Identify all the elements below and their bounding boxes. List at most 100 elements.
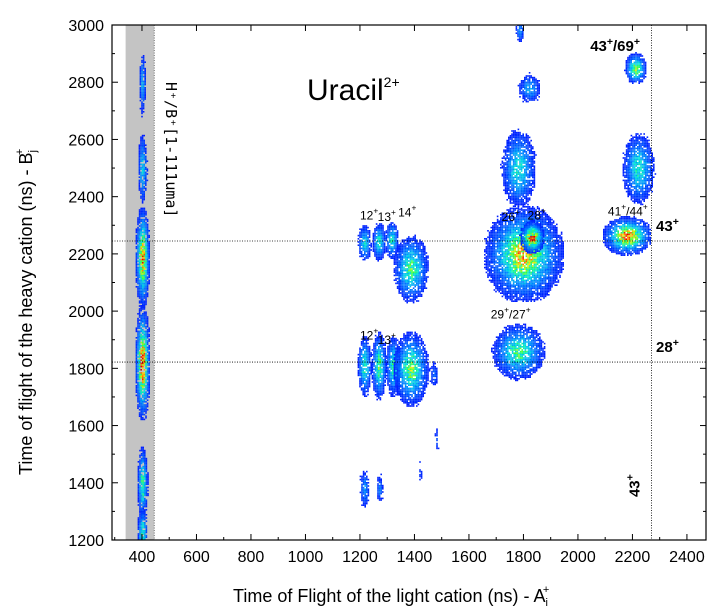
heat-pixel <box>503 294 505 296</box>
heat-pixel <box>403 290 405 293</box>
heat-pixel <box>420 289 423 291</box>
heat-pixel <box>504 270 507 272</box>
heat-pixel <box>146 173 149 175</box>
heat-pixel <box>138 152 141 154</box>
heat-pixel <box>378 355 380 358</box>
heat-pixel <box>148 369 150 371</box>
heat-pixel <box>365 385 368 388</box>
heat-pixel <box>487 249 489 251</box>
heat-pixel <box>496 271 499 274</box>
heat-pixel <box>135 260 138 262</box>
heat-pixel <box>141 107 143 110</box>
heat-pixel <box>371 374 374 377</box>
heat-pixel <box>400 389 402 391</box>
heat-pixel <box>419 274 421 277</box>
heat-pixel <box>145 531 148 534</box>
heat-pixel <box>376 357 378 359</box>
heat-pixel <box>419 355 421 358</box>
heat-pixel <box>362 236 364 238</box>
heat-pixel <box>422 381 424 383</box>
heat-pixel <box>145 300 147 302</box>
heat-pixel <box>359 239 361 242</box>
heat-pixel <box>384 349 386 351</box>
heat-pixel <box>367 337 369 340</box>
heat-pixel <box>145 250 147 253</box>
heat-pixel <box>379 389 382 391</box>
heat-pixel <box>416 260 418 262</box>
heat-pixel <box>137 289 139 291</box>
heat-pixel <box>420 373 423 375</box>
heat-pixel <box>146 321 149 323</box>
heat-pixel <box>377 224 379 227</box>
heat-pixel <box>378 370 380 372</box>
heat-pixel <box>427 374 429 377</box>
heat-pixel <box>381 338 383 340</box>
heat-pixel <box>140 377 142 379</box>
heat-pixel <box>422 347 424 350</box>
heat-pixel <box>357 358 360 361</box>
heat-pixel <box>488 244 491 246</box>
heat-pixel <box>419 239 421 241</box>
heat-pixel <box>500 238 502 240</box>
heat-pixel <box>143 231 146 234</box>
heat-pixel <box>417 295 420 297</box>
heat-pixel <box>139 507 141 509</box>
heat-pixel <box>401 269 404 272</box>
heat-pixel <box>145 295 147 298</box>
heat-pixel <box>141 170 144 172</box>
heat-pixel <box>140 176 142 178</box>
heat-pixel <box>365 365 368 367</box>
heat-pixel <box>506 238 508 240</box>
heat-pixel <box>381 376 383 378</box>
heat-pixel <box>511 222 513 224</box>
heat-pixel <box>374 355 377 358</box>
heat-pixel <box>503 271 505 274</box>
heat-pixel <box>142 314 144 317</box>
heat-pixel <box>377 260 379 262</box>
heat-pixel <box>409 268 412 270</box>
heat-pixel <box>395 249 397 251</box>
heat-pixel <box>145 313 147 315</box>
heat-pixel <box>139 456 141 458</box>
heat-pixel <box>392 247 394 250</box>
heat-pixel <box>137 364 139 366</box>
heat-pixel <box>388 365 391 367</box>
heat-pixel <box>508 236 510 238</box>
heat-pixel <box>382 350 385 353</box>
heat-pixel <box>419 276 421 278</box>
heat-pixel <box>142 241 144 243</box>
heat-pixel <box>138 209 141 211</box>
heat-pixel <box>382 386 385 388</box>
heat-pixel <box>368 377 371 380</box>
heat-pixel <box>139 504 141 506</box>
heat-pixel <box>404 350 407 353</box>
heat-pixel <box>417 397 420 399</box>
heat-pixel <box>514 244 516 246</box>
heat-pixel <box>148 380 150 382</box>
heat-pixel <box>135 385 138 387</box>
heat-pixel <box>406 333 408 335</box>
heat-pixel <box>137 276 139 278</box>
heat-pixel <box>508 276 510 278</box>
heat-pixel <box>377 489 379 492</box>
heat-pixel <box>420 258 423 261</box>
heat-pixel <box>406 255 408 257</box>
heat-pixel <box>512 300 515 302</box>
heat-pixel <box>141 109 143 111</box>
heat-pixel <box>143 260 146 262</box>
heat-pixel <box>487 258 489 261</box>
heat-pixel <box>388 225 391 227</box>
heat-pixel <box>141 544 143 546</box>
heat-pixel <box>496 230 499 232</box>
heat-pixel <box>379 339 382 342</box>
heat-pixel <box>137 465 140 468</box>
heat-pixel <box>498 262 500 264</box>
heat-pixel <box>142 270 144 272</box>
heat-pixel <box>387 246 389 248</box>
heat-pixel <box>414 239 416 241</box>
heat-pixel <box>138 385 141 387</box>
heat-pixel <box>135 281 138 283</box>
heat-pixel <box>411 371 413 374</box>
heat-pixel <box>137 319 139 321</box>
heat-pixel <box>140 351 142 353</box>
